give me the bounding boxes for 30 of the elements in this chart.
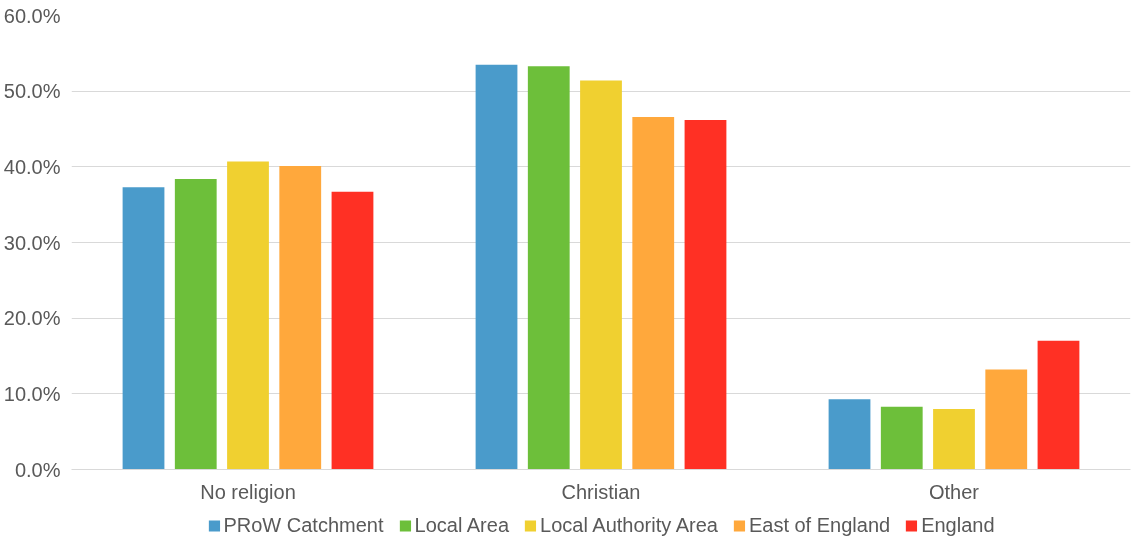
y-tick-label: 20.0% — [3, 307, 61, 330]
x-tick-label: Other — [928, 480, 980, 503]
bar — [174, 178, 217, 470]
bar — [684, 119, 727, 470]
legend-label: Local Area — [414, 513, 510, 537]
bar — [880, 406, 923, 470]
y-tick-label: 30.0% — [3, 231, 61, 254]
y-tick-label: 10.0% — [3, 382, 61, 405]
legend-label: East of England — [748, 513, 891, 537]
y-tick-label: 40.0% — [3, 155, 61, 178]
x-tick-label: Christian — [561, 480, 641, 503]
legend-label: Local Authority Area — [540, 513, 718, 537]
bar — [1037, 340, 1080, 470]
bar — [828, 399, 871, 470]
bar — [632, 116, 675, 470]
x-tick-label: No religion — [200, 480, 296, 503]
bar — [279, 166, 322, 470]
y-tick-label: 60.0% — [3, 4, 61, 27]
y-tick-label: 0.0% — [14, 458, 61, 481]
y-tick-label: 50.0% — [3, 80, 61, 103]
bar — [933, 408, 975, 470]
bar — [122, 187, 165, 470]
bar — [331, 191, 374, 470]
bar — [580, 80, 622, 470]
legend-label: PRoW Catchment — [223, 513, 384, 537]
bar — [527, 66, 570, 470]
bar — [985, 369, 1028, 470]
legend-label: England — [921, 513, 995, 537]
bar — [227, 161, 269, 470]
bar — [475, 64, 518, 470]
